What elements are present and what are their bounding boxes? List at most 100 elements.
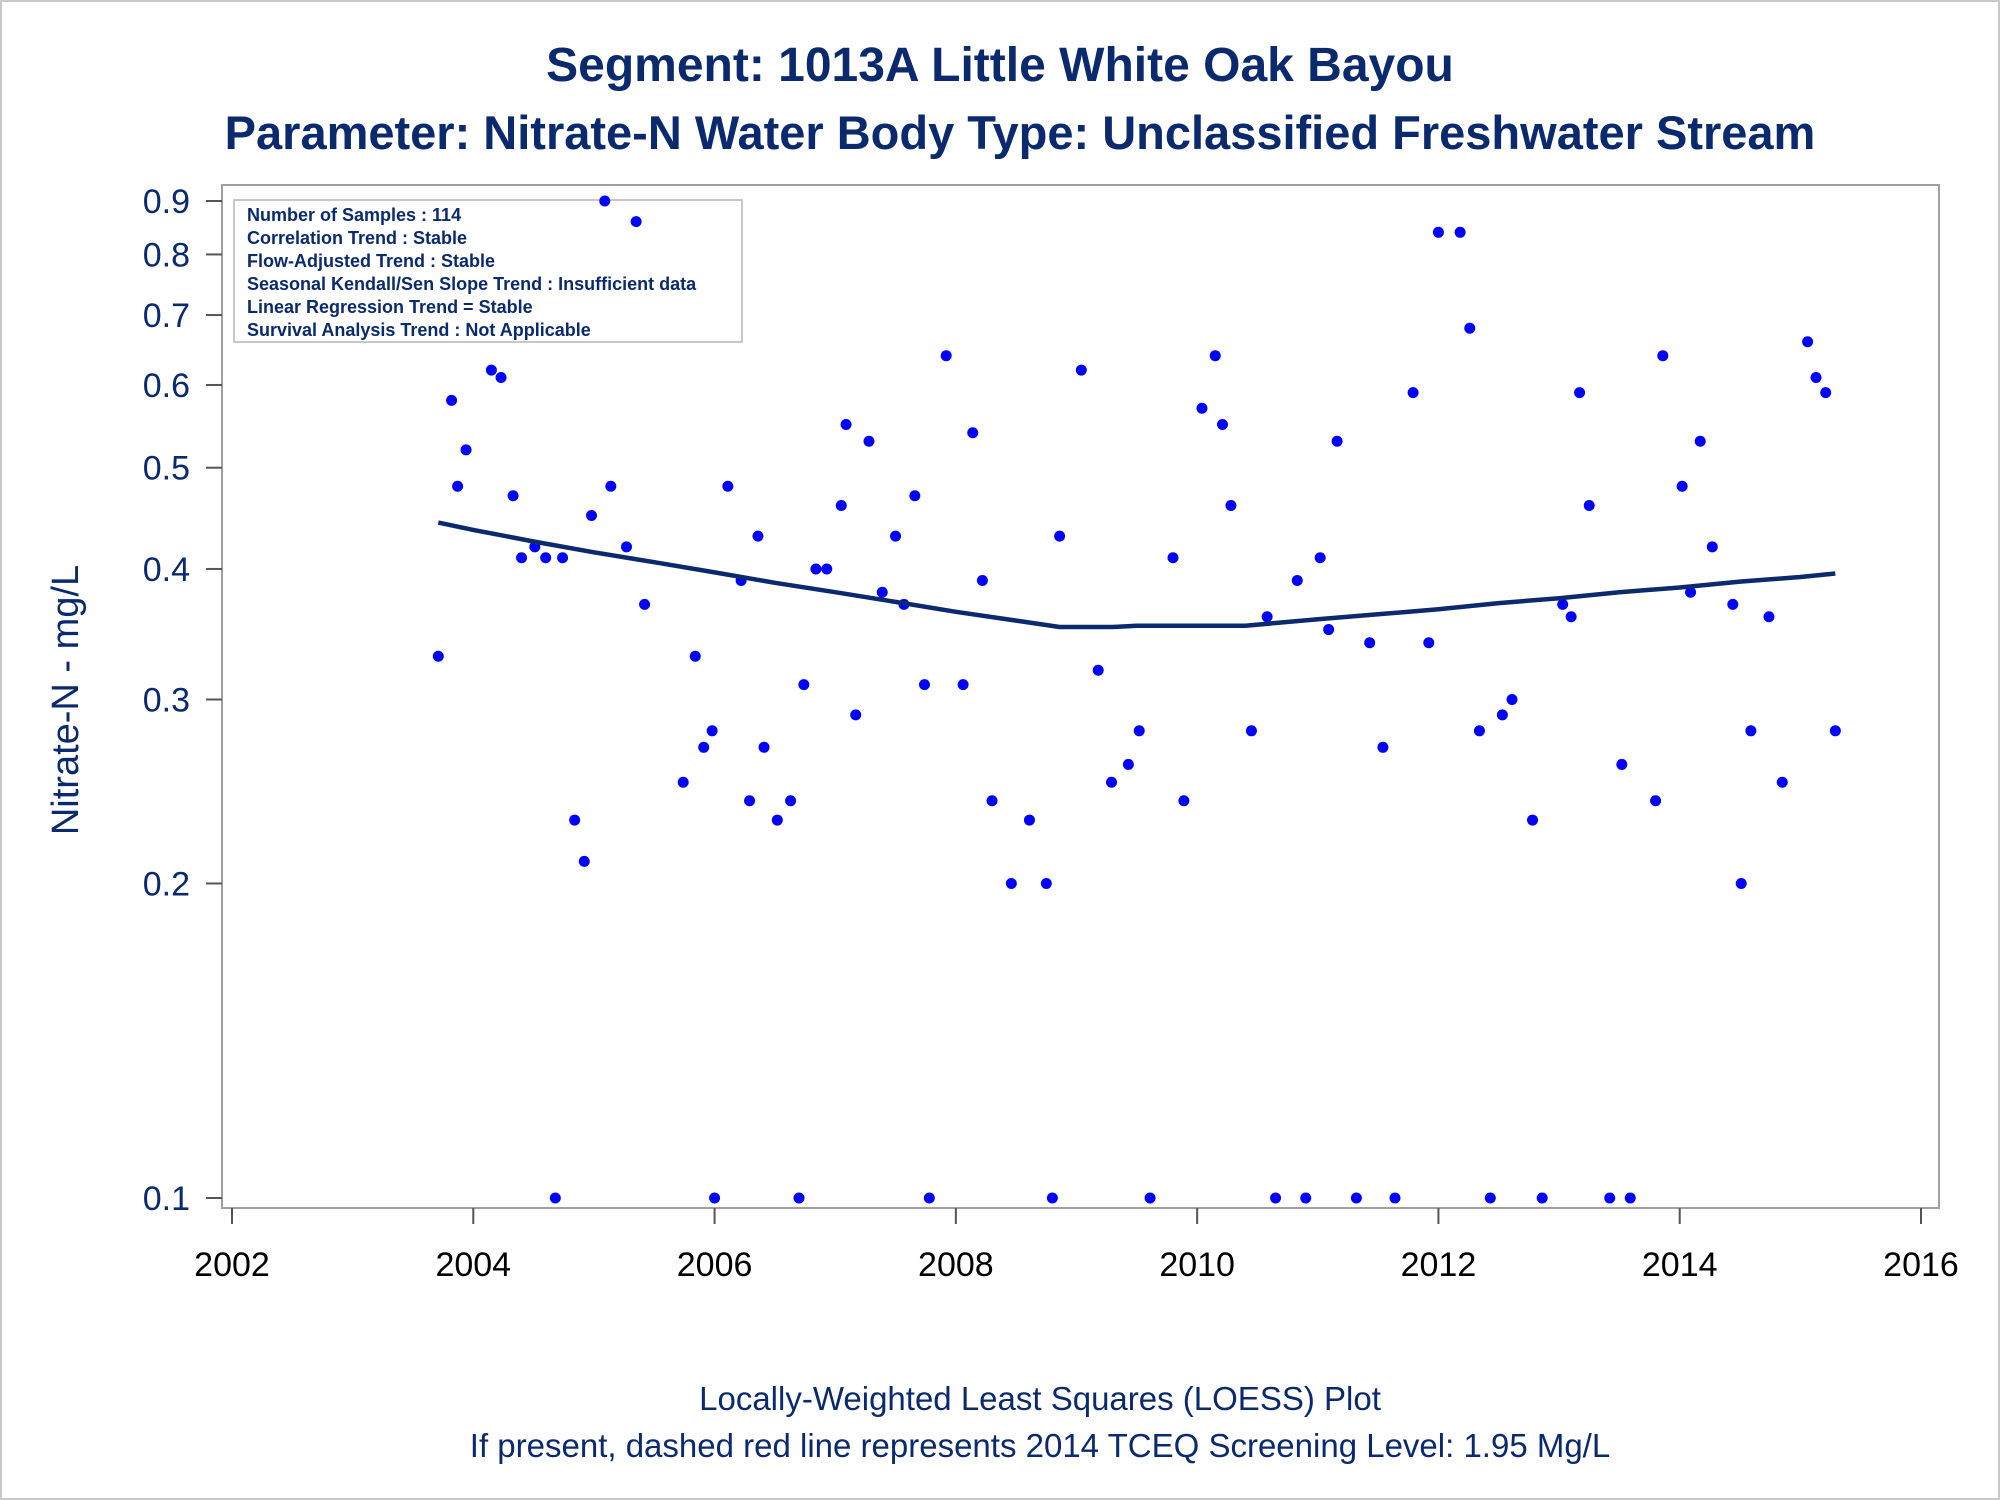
data-point	[446, 394, 458, 406]
stats-line-correlation: Correlation Trend : Stable	[247, 228, 467, 248]
data-point	[722, 480, 734, 492]
data-point	[821, 563, 833, 575]
data-point	[1167, 552, 1179, 564]
data-point	[909, 490, 921, 502]
data-series	[432, 195, 1841, 1204]
x-tick-label: 2006	[677, 1246, 753, 1284]
data-point	[1464, 322, 1476, 334]
data-point	[1527, 814, 1539, 826]
data-point	[798, 679, 810, 691]
stats-line-linear-regression: Linear Regression Trend = Stable	[247, 297, 533, 317]
data-point	[1829, 725, 1841, 737]
data-point	[810, 563, 822, 575]
data-point	[1616, 758, 1628, 770]
data-point	[698, 741, 710, 753]
data-point	[578, 855, 590, 867]
data-point	[840, 418, 852, 430]
data-point	[1735, 877, 1747, 889]
y-axis-title: Nitrate-N - mg/L	[45, 565, 87, 835]
data-point	[1423, 637, 1435, 649]
data-point	[516, 552, 528, 564]
data-point	[1054, 530, 1066, 542]
data-point	[586, 510, 598, 522]
data-point	[1389, 1192, 1401, 1204]
data-point	[630, 216, 642, 228]
data-point	[1092, 664, 1104, 676]
data-point	[1694, 435, 1706, 447]
data-point	[1776, 776, 1788, 788]
data-point	[557, 552, 569, 564]
stats-line-flow-adjusted: Flow-Adjusted Trend : Stable	[247, 251, 495, 271]
data-point	[507, 490, 519, 502]
data-point	[1144, 1192, 1156, 1204]
data-point	[758, 741, 770, 753]
data-point	[1484, 1192, 1496, 1204]
x-tick-label: 2016	[1883, 1246, 1959, 1284]
data-point	[1314, 552, 1326, 564]
data-point	[1473, 725, 1485, 737]
data-point	[986, 795, 998, 807]
data-point	[1046, 1192, 1058, 1204]
data-point	[1075, 364, 1087, 376]
data-point	[540, 552, 552, 564]
data-point	[1133, 725, 1145, 737]
data-point	[1802, 336, 1814, 348]
data-point	[1650, 795, 1662, 807]
data-point	[918, 679, 930, 691]
data-point	[1676, 480, 1688, 492]
stats-box: Number of Samples : 114 Correlation Tren…	[233, 199, 743, 343]
data-point	[876, 586, 888, 598]
data-point	[1300, 1192, 1312, 1204]
data-point	[1225, 500, 1237, 512]
data-point	[1350, 1192, 1362, 1204]
data-point	[1604, 1192, 1616, 1204]
data-point	[1178, 795, 1190, 807]
data-point	[549, 1192, 561, 1204]
data-point	[1763, 611, 1775, 623]
data-point	[452, 480, 464, 492]
data-point	[1536, 1192, 1548, 1204]
stats-box-border	[233, 199, 743, 343]
data-point	[1565, 611, 1577, 623]
data-point	[706, 725, 718, 737]
y-tick-label: 0.6	[143, 367, 190, 405]
data-point	[1364, 637, 1376, 649]
data-point	[485, 364, 497, 376]
data-point	[1574, 387, 1586, 399]
data-point	[967, 427, 979, 439]
chart-subtitle: Parameter: Nitrate-N Water Body Type: Un…	[224, 106, 1816, 159]
data-point	[605, 480, 617, 492]
data-point	[1685, 586, 1697, 598]
data-point	[1706, 541, 1718, 553]
x-tick-label: 2014	[1642, 1246, 1718, 1284]
y-tick-label: 0.5	[143, 450, 190, 488]
footnote-loess: Locally-Weighted Least Squares (LOESS) P…	[699, 1380, 1381, 1417]
data-point	[1407, 387, 1419, 399]
data-point	[890, 530, 902, 542]
data-point	[1040, 877, 1052, 889]
y-tick-label: 0.7	[143, 297, 190, 335]
chart-title: Segment: 1013A Little White Oak Bayou	[546, 39, 1454, 92]
y-axis: 0.1 0.2 0.3 0.4 0.5 0.6 0.7 0.8 0.9	[143, 183, 222, 1218]
data-point	[1323, 624, 1335, 636]
data-point	[1377, 741, 1389, 753]
loess-curve	[437, 520, 1836, 630]
data-point	[1745, 725, 1757, 737]
data-point	[621, 541, 633, 553]
stats-line-survival-analysis: Survival Analysis Trend : Not Applicable	[247, 320, 591, 340]
x-axis: 2002 2004 2006 2008 2010 2012 2014 2016	[194, 1208, 1959, 1284]
data-point	[1810, 371, 1822, 383]
x-tick-label: 2002	[194, 1246, 270, 1284]
data-point	[689, 650, 701, 662]
data-point	[639, 598, 651, 610]
data-point	[976, 574, 988, 586]
data-point	[744, 795, 756, 807]
data-point	[793, 1192, 805, 1204]
data-point	[923, 1192, 935, 1204]
stats-line-seasonal-kendall: Seasonal Kendall/Sen Slope Trend : Insuf…	[247, 274, 697, 294]
data-point	[1270, 1192, 1282, 1204]
data-point	[1005, 877, 1017, 889]
data-point	[752, 530, 764, 542]
data-point	[569, 814, 581, 826]
